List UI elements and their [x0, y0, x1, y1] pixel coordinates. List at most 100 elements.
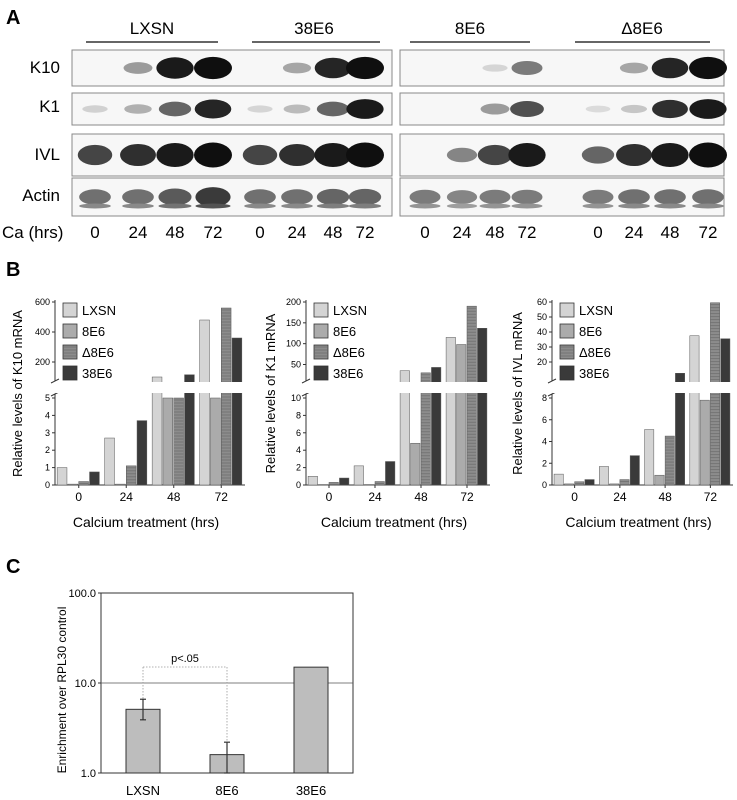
blot-band	[156, 57, 194, 79]
legend-label: LXSN	[579, 303, 613, 318]
blot-band	[510, 100, 544, 118]
blot-band	[194, 56, 232, 80]
x-axis-label: Calcium treatment (hrs)	[73, 514, 219, 530]
y-tick-label: 0	[296, 480, 301, 490]
axis-break	[547, 378, 557, 384]
bar-2	[619, 479, 630, 486]
panel-a-letter: A	[6, 7, 20, 29]
y-tick-label: 40	[537, 327, 547, 337]
y-tick-label: 1.0	[81, 768, 96, 780]
x-axis-label: Calcium treatment (hrs)	[565, 514, 711, 530]
timepoint-label: 0	[420, 223, 429, 242]
y-axis-label: Relative levels of K1 mRNA	[263, 313, 278, 473]
bar-3	[385, 461, 396, 486]
legend-label: LXSN	[82, 303, 116, 318]
y-tick-label: 2	[542, 458, 547, 468]
x-tick-label: 72	[215, 490, 229, 504]
blot-band	[156, 143, 194, 167]
blot-band	[511, 60, 543, 76]
blot-band	[158, 188, 192, 206]
timepoint-label: 0	[255, 223, 264, 242]
blot-band	[616, 143, 652, 167]
blot-band	[409, 203, 441, 209]
blot-band	[158, 101, 192, 117]
blot-band	[122, 203, 154, 209]
blot-band	[582, 203, 614, 209]
group-label-38e6: 38E6	[294, 19, 334, 38]
blot-band	[158, 203, 192, 209]
bar-0	[199, 319, 210, 486]
blot-band	[314, 143, 352, 167]
blot-band	[346, 142, 384, 168]
group-label-d8e6: Δ8E6	[621, 19, 663, 38]
blot-band	[195, 203, 231, 209]
blot-band	[511, 189, 543, 205]
x-tick-label: 48	[658, 490, 672, 504]
y-tick-label: 20	[537, 357, 547, 367]
timepoint-labels: 0 24 48 72 0 24 48 72 0 24 48 72 0 24 48 72	[90, 223, 717, 242]
panel-b-letter: B	[6, 259, 20, 281]
blot-band	[479, 203, 511, 209]
legend-swatch	[313, 344, 329, 360]
x-axis-label: Calcium treatment (hrs)	[321, 514, 467, 530]
x-tick-label: 0	[75, 490, 82, 504]
blot-band	[651, 57, 689, 79]
blot-band	[618, 203, 650, 209]
y-tick-label: 50	[291, 360, 301, 370]
blot-band	[244, 189, 276, 205]
bar-0	[553, 473, 564, 486]
blot-band	[692, 189, 724, 205]
bar-1	[364, 484, 375, 486]
bar-1	[654, 474, 665, 486]
y-tick-label: 6	[296, 428, 301, 438]
x-tick-label: 48	[167, 490, 181, 504]
blot-band	[281, 189, 313, 205]
mrna-chart: 0 1 2 3 4 5 200 400 600 Relative levels of K10 mR…	[10, 297, 246, 530]
blot-band	[348, 203, 382, 209]
legend-swatch	[313, 323, 329, 339]
western-blot-area	[71, 49, 727, 217]
blot-band	[654, 189, 686, 205]
blot-band	[651, 143, 689, 167]
blot-band	[314, 57, 352, 79]
y-tick-label: 2	[45, 445, 50, 455]
legend-swatch	[62, 344, 78, 360]
legend-label: 38E6	[333, 366, 363, 381]
y-tick-label: 0	[542, 480, 547, 490]
blot-band	[348, 188, 382, 206]
legend-label: 38E6	[579, 366, 609, 381]
legend-swatch	[559, 344, 575, 360]
y-tick-label: 100	[286, 339, 301, 349]
blot-band	[618, 189, 650, 205]
group-label-lxsn: LXSN	[130, 19, 174, 38]
y-axis-label: Relative levels of IVL mRNA	[510, 312, 525, 475]
timepoint-label: 48	[486, 223, 505, 242]
blot-band	[77, 144, 113, 166]
x-tick-label: 0	[326, 490, 333, 504]
legend-swatch	[559, 323, 575, 339]
y-tick-label: 10	[291, 393, 301, 403]
y-tick-label: 30	[537, 342, 547, 352]
bar-0	[445, 337, 456, 486]
y-tick-label: 2	[296, 463, 301, 473]
blot-band	[195, 187, 231, 207]
timepoint-label: 0	[593, 223, 602, 242]
blot-band	[477, 144, 513, 166]
blot-band	[194, 142, 232, 168]
timepoint-label: 48	[661, 223, 680, 242]
blot-band	[508, 143, 546, 167]
axis-break	[50, 378, 60, 384]
axis-break	[301, 378, 311, 384]
bar-2	[328, 482, 339, 486]
bar-2	[574, 481, 585, 486]
y-tick-label: 10.0	[75, 678, 96, 690]
bar-3	[184, 374, 195, 486]
x-tick-label: LXSN	[126, 783, 160, 798]
legend-label: Δ8E6	[333, 345, 365, 360]
y-tick-label: 1	[45, 463, 50, 473]
blot-band	[479, 189, 511, 205]
blot-band	[446, 190, 478, 204]
bar-0	[599, 466, 609, 486]
blot-band	[652, 99, 688, 119]
